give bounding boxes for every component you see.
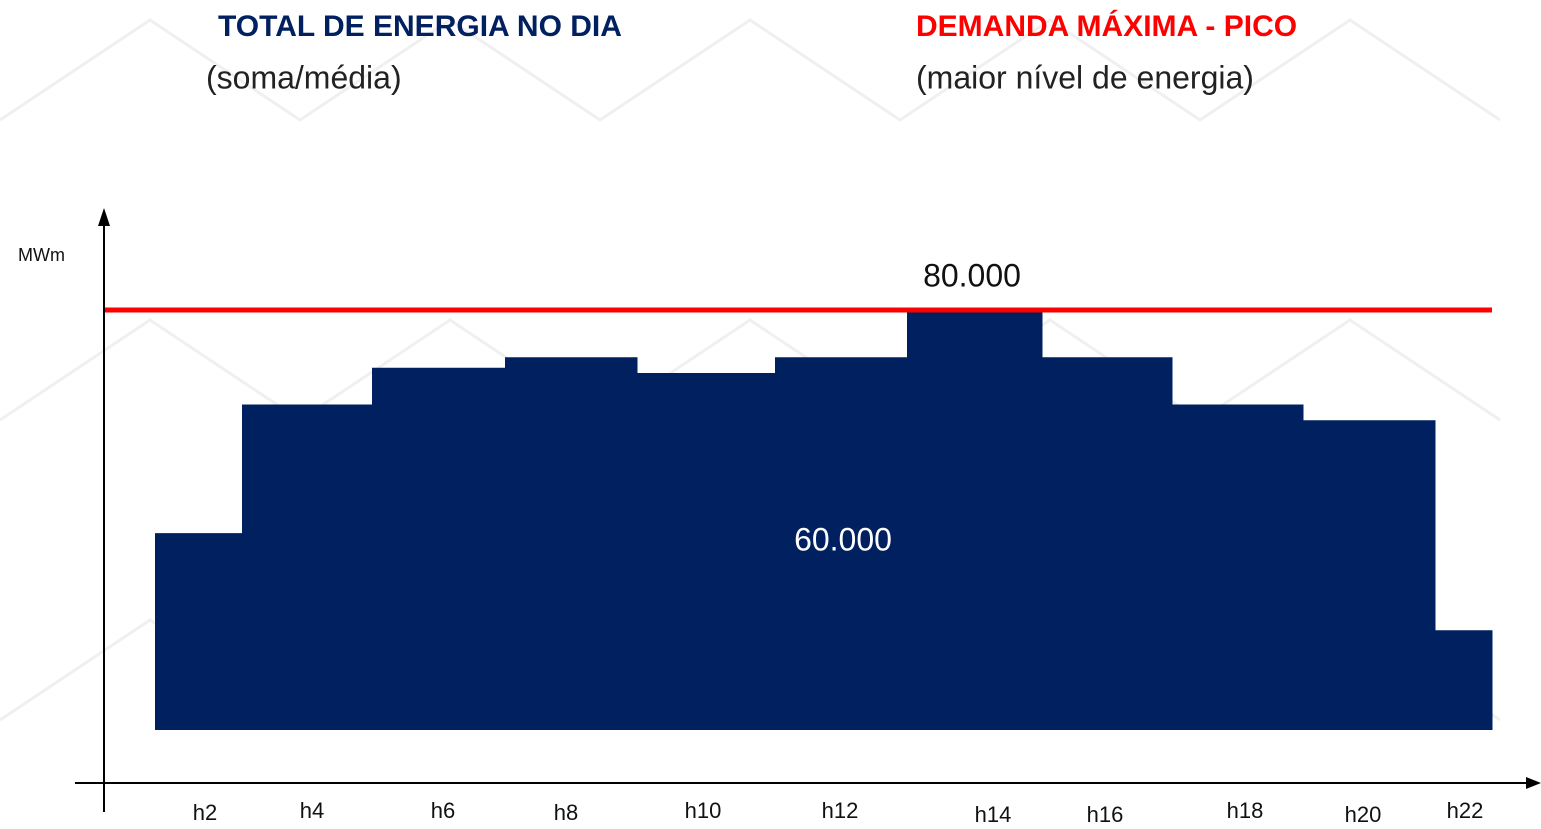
bar (372, 367, 506, 730)
bar (1435, 630, 1493, 730)
subtitle: (soma/média) (206, 59, 402, 95)
x-axis-arrow (1526, 777, 1541, 789)
x-tick-label: h8 (554, 800, 578, 825)
x-tick-label: h22 (1447, 798, 1484, 823)
x-tick-label: h10 (685, 798, 722, 823)
bar (155, 533, 243, 730)
bar (1042, 357, 1173, 730)
bar (505, 357, 638, 730)
x-tick-label: h20 (1345, 802, 1382, 827)
x-tick-label: h2 (193, 800, 217, 825)
peak-label: 80.000 (923, 257, 1021, 293)
x-tick-label: h16 (1087, 802, 1124, 827)
x-tick-label: h6 (431, 798, 455, 823)
x-tick-label: h4 (300, 798, 324, 823)
bar (1172, 404, 1304, 730)
bars (155, 310, 1493, 730)
bar (637, 373, 776, 730)
bar (775, 357, 908, 730)
y-axis-label: MWm (18, 245, 65, 265)
title: TOTAL DE ENERGIA NO DIA (218, 10, 622, 43)
title-peak: DEMANDA MÁXIMA - PICO (916, 9, 1297, 43)
bar (1303, 420, 1436, 730)
subtitle-peak: (maior nível de energia) (916, 59, 1254, 95)
y-axis-arrow (98, 208, 110, 226)
x-tick-label: h14 (975, 802, 1012, 827)
bar (242, 404, 373, 730)
x-tick-label: h18 (1227, 798, 1264, 823)
x-tick-label: h12 (822, 798, 859, 823)
average-label: 60.000 (794, 521, 892, 557)
bar (907, 310, 1043, 730)
